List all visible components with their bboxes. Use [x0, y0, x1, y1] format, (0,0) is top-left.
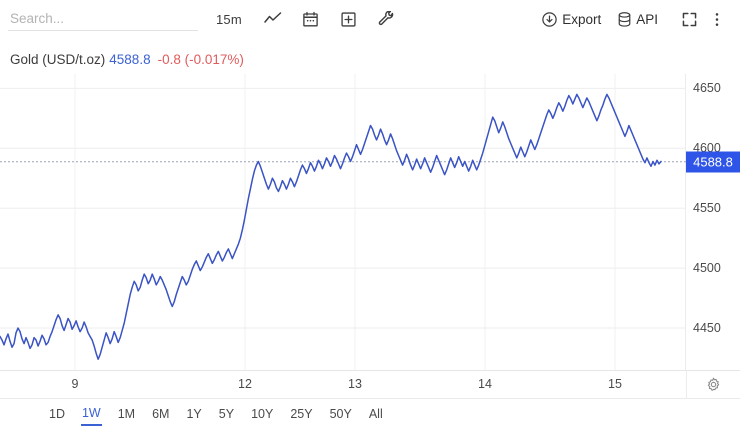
- x-axis: 9 12 13 14 15: [0, 370, 686, 399]
- search-field-wrapper: [8, 7, 198, 31]
- top-toolbar: 15m: [0, 0, 740, 38]
- last-price: 4588.8: [109, 52, 151, 67]
- line-chart-icon[interactable]: [258, 6, 288, 32]
- export-button[interactable]: Export: [541, 11, 601, 28]
- y-axis-label: 4450: [693, 321, 721, 336]
- x-axis-label: 13: [348, 377, 362, 391]
- x-axis-label: 12: [238, 377, 252, 391]
- wrench-icon[interactable]: [372, 6, 402, 32]
- price-change: -0.8 (-0.017%): [157, 52, 244, 67]
- gridlines: [0, 87, 686, 329]
- price-line-chart: [0, 74, 686, 370]
- x-axis-label: 15: [608, 377, 622, 391]
- search-input[interactable]: [8, 7, 198, 31]
- x-axis-label: 9: [71, 377, 79, 391]
- range-button-all[interactable]: All: [368, 407, 383, 422]
- fullscreen-icon[interactable]: [676, 6, 702, 32]
- api-button[interactable]: API: [617, 11, 658, 28]
- range-button-1d[interactable]: 1D: [49, 407, 65, 422]
- range-button-6m[interactable]: 6M: [152, 407, 170, 422]
- range-button-25y[interactable]: 25Y: [290, 407, 313, 422]
- range-button-10y[interactable]: 10Y: [251, 407, 274, 422]
- chart-settings-button[interactable]: [686, 370, 740, 398]
- range-selector-bar: 1D 1W 1M 6M 1Y 5Y 10Y 25Y 50Y All: [0, 398, 740, 432]
- export-label: Export: [562, 11, 602, 27]
- range-button-1y[interactable]: 1Y: [186, 407, 202, 422]
- y-axis-label: 4550: [693, 201, 721, 216]
- database-icon: [617, 11, 632, 28]
- price-line: [0, 93, 662, 360]
- range-button-1m[interactable]: 1M: [117, 407, 136, 422]
- more-vertical-icon[interactable]: [704, 6, 730, 32]
- y-axis-label: 4500: [693, 261, 721, 276]
- add-indicator-icon[interactable]: [334, 6, 364, 32]
- gear-icon: [706, 377, 721, 392]
- x-axis-label: 14: [478, 377, 492, 391]
- range-button-5y[interactable]: 5Y: [218, 407, 235, 422]
- chart-legend: Gold (USD/t.oz) 4588.8 -0.8 (-0.017%): [10, 52, 244, 67]
- vertical-gridlines: [74, 74, 616, 370]
- chart-plot-area[interactable]: [0, 74, 686, 370]
- cloud-download-icon: [541, 11, 558, 28]
- range-button-50y[interactable]: 50Y: [329, 407, 352, 422]
- y-axis-label: 4650: [693, 81, 721, 96]
- current-price-badge: 4588.8: [686, 151, 740, 173]
- y-axis: 4650 4600 4550 4500 4450 4588.8: [686, 74, 740, 370]
- api-label: API: [636, 11, 658, 27]
- instrument-name: Gold (USD/t.oz): [10, 52, 106, 67]
- timeframe-selector[interactable]: 15m: [216, 11, 242, 27]
- range-button-1w[interactable]: 1W: [80, 405, 102, 426]
- calendar-icon[interactable]: [296, 6, 326, 32]
